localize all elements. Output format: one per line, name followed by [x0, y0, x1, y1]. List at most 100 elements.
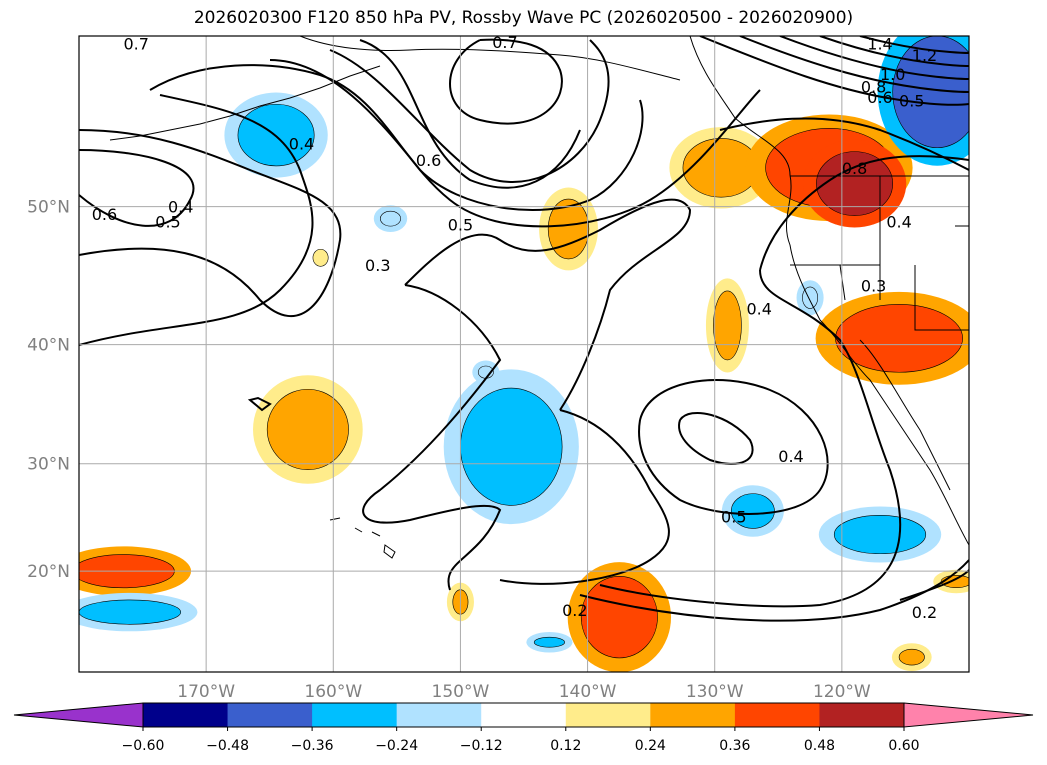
pv-contour-line: [359, 39, 581, 189]
contour-label: 0.4: [289, 134, 314, 153]
pv-contour-line: [759, 155, 969, 271]
pv-contour-line: [739, 36, 969, 93]
colorbar-tick-label: −0.48: [206, 738, 249, 754]
lon-tick-label: 170°W: [177, 682, 235, 702]
colorbar-tick-label: 0.24: [635, 738, 666, 754]
anomaly-region: [380, 210, 401, 227]
pv-contour-line: [79, 94, 314, 346]
colorbar-tick-label: −0.36: [291, 738, 334, 754]
contour-labels: 0.7 0.70.6 0.50.40.40.60.50.30.40.40.50.2 0…: [92, 33, 938, 622]
contour-label: 0.3: [365, 256, 390, 275]
colorbar-extend-min: [13, 702, 144, 728]
contour-label: 0.8: [842, 159, 867, 178]
pv-contour-line: [678, 411, 754, 465]
lon-tick-label: 130°W: [686, 682, 744, 702]
colorbar-tick-label: 0.60: [888, 738, 919, 754]
pv-contour-line: [599, 269, 902, 608]
colorbar-segment: [819, 703, 905, 727]
anomaly-region: [547, 198, 590, 260]
contour-label: 0.4: [778, 447, 803, 466]
pv-contour-line: [859, 36, 969, 54]
contour-label: 0.5: [721, 507, 746, 526]
colorbar-segment: [396, 703, 482, 727]
anomaly-region: [940, 575, 969, 588]
contour-label: 1.0: [880, 65, 905, 84]
contour-label: 0.5: [899, 92, 924, 111]
lon-tick-label: 150°W: [432, 682, 490, 702]
colorbar-segment: [734, 703, 820, 727]
anomaly-region: [533, 636, 565, 648]
contour-label: 1.4: [867, 35, 892, 54]
contour-label: 0.6: [416, 151, 441, 170]
anomaly-region: [730, 493, 775, 529]
colorbar-segment: [565, 703, 651, 727]
colorbar-frame: [142, 702, 905, 728]
pv-contour-line: [499, 409, 670, 585]
coastlines: [109, 36, 969, 559]
colorbar-extend-max: [903, 702, 1034, 728]
colorbar-segment: [143, 703, 229, 727]
colorbar-segment: [650, 703, 736, 727]
lon-tick-label: 120°W: [813, 682, 871, 702]
map-panel: 0.7 0.70.6 0.50.40.40.60.50.30.40.40.50.2 0…: [78, 33, 970, 673]
pv-contour-line: [362, 284, 502, 591]
pv-contour-line: [269, 59, 644, 211]
contour-label: 1.2: [912, 46, 937, 65]
colorbar-tick-label: 0.48: [804, 738, 835, 754]
lat-tick-label: 50°N: [27, 198, 70, 218]
pv-contours: [79, 36, 969, 622]
contour-label: 0.7: [492, 33, 517, 52]
colorbar-segment: [227, 703, 313, 727]
pv-contour-line: [899, 569, 969, 601]
contour-label: 0.3: [861, 277, 886, 296]
baja-california-coastline: [859, 339, 951, 491]
colorbar-tick-label: 0.12: [550, 738, 581, 754]
contour-label: 0.4: [746, 299, 771, 318]
pv-contour-line: [149, 64, 761, 228]
contour-label: 0.7: [123, 35, 148, 54]
colorbar-tick-label: −0.60: [122, 738, 165, 754]
pv-contour-line: [779, 36, 969, 80]
colorbar-tick-label: −0.12: [460, 738, 503, 754]
alaska-coastline: [299, 36, 681, 81]
lat-tick-label: 20°N: [27, 562, 70, 582]
contour-label: 0.2: [562, 601, 587, 620]
anomaly-region: [312, 248, 329, 267]
pv-contour-line: [247, 396, 272, 412]
anomaly-region: [816, 151, 894, 216]
colorbar-tick-label: 0.36: [719, 738, 750, 754]
contour-label: 0.5: [448, 216, 473, 235]
pv-contour-line: [819, 36, 969, 67]
lon-tick-label: 140°W: [559, 682, 617, 702]
anomaly-region: [460, 387, 563, 506]
aleutian-islands: [109, 65, 381, 141]
pv-contour-line: [449, 38, 563, 125]
anomaly-region: [266, 388, 349, 470]
hawaii-islands: [329, 517, 396, 559]
contour-label: 0.5: [155, 213, 180, 232]
contour-label: 0.6: [92, 205, 117, 224]
pv-contour-line: [719, 117, 969, 171]
colorbar-segment: [312, 703, 398, 727]
anomaly-region: [237, 103, 315, 167]
contour-label: 0.2: [912, 603, 937, 622]
contour-label: 0.4: [168, 198, 193, 217]
north-america-coastline: [689, 36, 969, 546]
anomaly-region: [892, 36, 969, 149]
pv-contour-line: [329, 39, 610, 183]
gridlines: [79, 36, 969, 672]
map-frame: [78, 35, 970, 673]
anomaly-region: [833, 515, 927, 555]
map-title: 2026020300 F120 850 hPa PV, Rossby Wave …: [193, 8, 854, 28]
anomaly-region: [898, 648, 925, 666]
contour-label: 0.6: [867, 88, 892, 107]
contour-label: 0.4: [886, 213, 911, 232]
lat-tick-label: 30°N: [27, 455, 70, 475]
lat-tick-label: 40°N: [27, 336, 70, 356]
colorbar: −0.60 −0.48 −0.36 −0.24 −0.12 0.12 0.24 0.36 0.4…: [13, 702, 1034, 754]
pv-contour-line: [699, 36, 969, 106]
anomaly-region: [713, 290, 742, 361]
pv-contour-line: [404, 198, 692, 411]
anomaly-region: [79, 599, 181, 625]
